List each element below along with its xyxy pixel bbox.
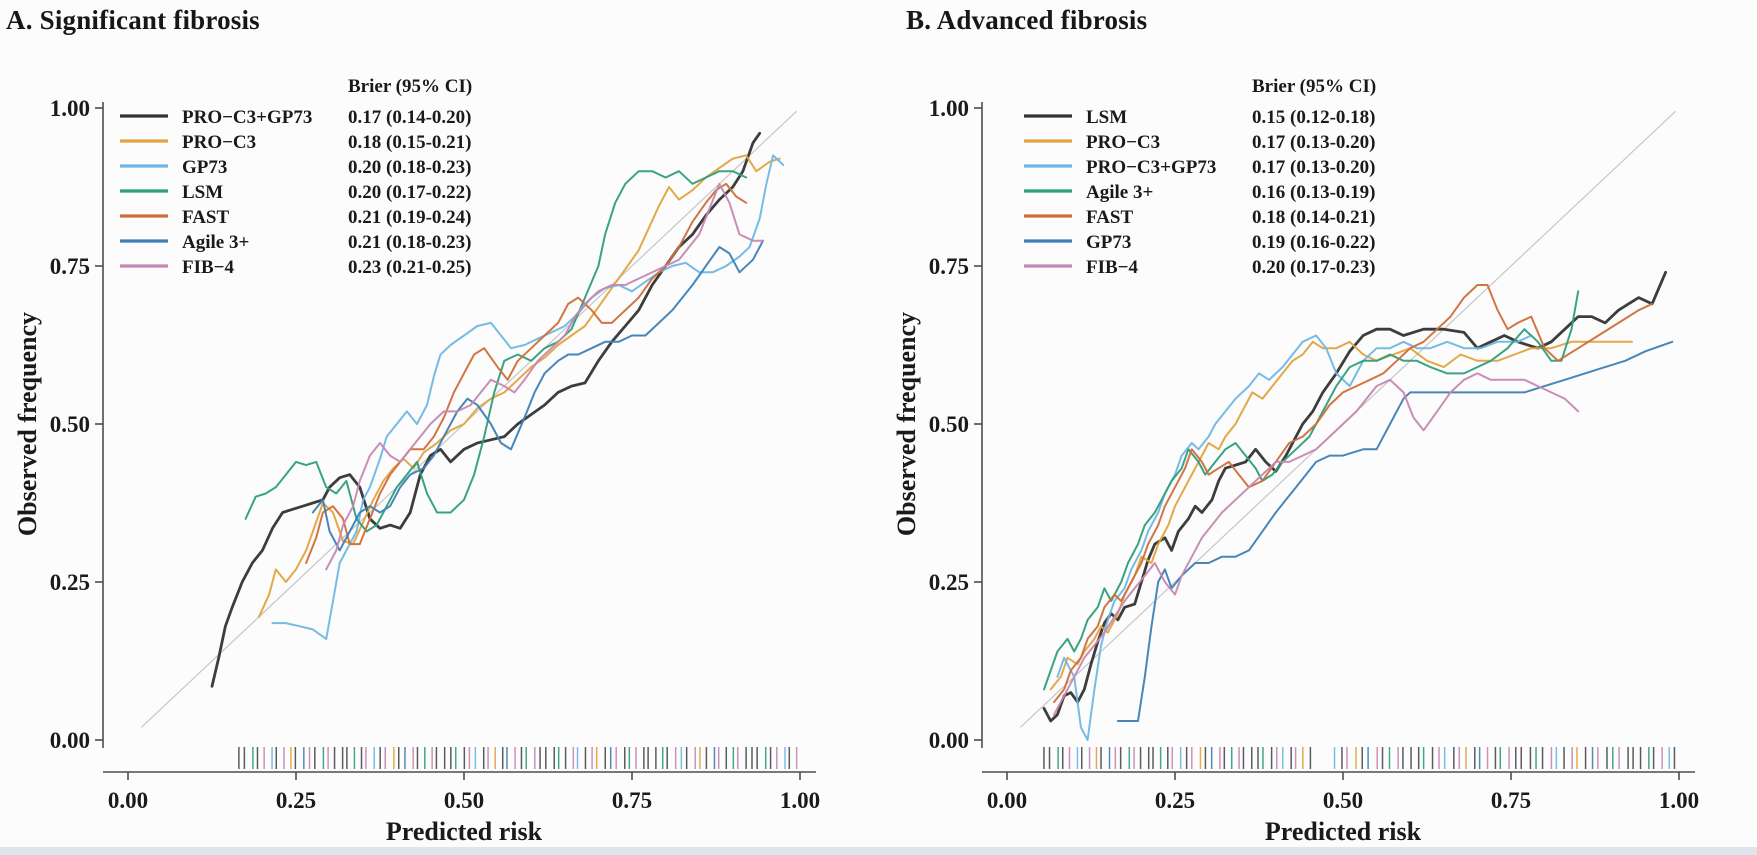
y-tick-label: 0.75 bbox=[50, 254, 90, 279]
x-axis-title: Predicted risk bbox=[1265, 817, 1422, 846]
x-tick-label: 0.25 bbox=[276, 788, 316, 813]
legend-label-pro-c3-gp73: PRO−C3+GP73 bbox=[1086, 157, 1216, 178]
legend-label-pro-c3: PRO−C3 bbox=[182, 132, 256, 153]
legend-label-fib-4: FIB−4 bbox=[182, 257, 234, 278]
legend-header: Brier (95% CI) bbox=[348, 76, 472, 97]
series-line-gp73 bbox=[1116, 340, 1674, 722]
series-line-fib-4 bbox=[1053, 372, 1580, 716]
x-tick-label: 0.75 bbox=[612, 788, 652, 813]
series-line-lsm bbox=[1042, 270, 1667, 723]
x-tick-label: 0.50 bbox=[444, 788, 484, 813]
x-tick-label: 1.00 bbox=[780, 788, 820, 813]
legend-brier-pro-c3: 0.17 (0.13-0.20) bbox=[1252, 132, 1375, 153]
x-tick-label: 0.75 bbox=[1491, 788, 1531, 813]
x-tick-label: 0.00 bbox=[987, 788, 1027, 813]
x-tick-label: 0.50 bbox=[1323, 788, 1363, 813]
legend-brier-lsm: 0.15 (0.12-0.18) bbox=[1252, 107, 1375, 128]
series-line-lsm bbox=[244, 170, 748, 533]
legend-brier-fast: 0.21 (0.19-0.24) bbox=[348, 207, 471, 228]
series-line-gp73 bbox=[271, 154, 785, 640]
calibration-plot-advanced-fibrosis: 0.00 0.25 0.50 0.75 1.00 0.00 0.25 0.50 0.75 1.00… bbox=[892, 76, 1699, 846]
legend-label-gp73: GP73 bbox=[1086, 232, 1131, 253]
y-axis-title: Observed frequency bbox=[892, 312, 921, 536]
legend-brier-pro-c3-gp73: 0.17 (0.14-0.20) bbox=[348, 107, 471, 128]
legend-label-pro-c3-gp73: PRO−C3+GP73 bbox=[182, 107, 312, 128]
y-tick-label: 1.00 bbox=[929, 96, 969, 121]
x-tick-label: 1.00 bbox=[1659, 788, 1699, 813]
legend-brier-lsm: 0.20 (0.17-0.22) bbox=[348, 182, 471, 203]
bottom-strip bbox=[0, 847, 1757, 855]
rug-plot bbox=[1043, 747, 1676, 769]
legend-header: Brier (95% CI) bbox=[1252, 76, 1376, 97]
legend-brier-pro-c3-gp73: 0.17 (0.13-0.20) bbox=[1252, 157, 1375, 178]
series-line-agile-3 bbox=[1043, 290, 1580, 691]
legend-label-gp73: GP73 bbox=[182, 157, 227, 178]
y-axis-title: Observed frequency bbox=[13, 312, 42, 536]
legend-brier-fib-4: 0.23 (0.21-0.25) bbox=[348, 257, 471, 278]
legend-brier-fast: 0.18 (0.14-0.21) bbox=[1252, 207, 1375, 228]
legend-brier-agile-3: 0.21 (0.18-0.23) bbox=[348, 232, 471, 253]
series-line-fast bbox=[1053, 284, 1654, 704]
legend-label-pro-c3: PRO−C3 bbox=[1086, 132, 1160, 153]
legend-label-fast: FAST bbox=[1086, 207, 1133, 228]
y-tick-label: 0.75 bbox=[929, 254, 969, 279]
legend-label-fast: FAST bbox=[182, 207, 229, 228]
series-line-pro-c3-gp73 bbox=[210, 131, 762, 688]
y-tick-label: 0.50 bbox=[50, 412, 90, 437]
y-tick-label: 0.00 bbox=[929, 728, 969, 753]
y-tick-label: 0.25 bbox=[50, 570, 90, 595]
y-tick-label: 0.25 bbox=[929, 570, 969, 595]
y-tick-label: 1.00 bbox=[50, 96, 90, 121]
panel-a-title: A. Significant fibrosis bbox=[6, 5, 260, 35]
rug-plot bbox=[238, 747, 798, 769]
legend-label-lsm: LSM bbox=[182, 182, 223, 203]
legend-brier-agile-3: 0.16 (0.13-0.19) bbox=[1252, 182, 1375, 203]
series-line-pro-c3-gp73 bbox=[1056, 334, 1533, 741]
series-line-pro-c3 bbox=[258, 154, 781, 618]
x-axis-title: Predicted risk bbox=[386, 817, 543, 846]
legend-label-fib-4: FIB−4 bbox=[1086, 257, 1138, 278]
y-tick-label: 0.00 bbox=[50, 728, 90, 753]
legend-brier-pro-c3: 0.18 (0.15-0.21) bbox=[348, 132, 471, 153]
y-tick-label: 0.50 bbox=[929, 412, 969, 437]
legend-brier-fib-4: 0.20 (0.17-0.23) bbox=[1252, 257, 1375, 278]
panel-b-title: B. Advanced fibrosis bbox=[906, 5, 1148, 35]
panel-significant-fibrosis: A. Significant fibrosis 0.00 0.25 0.50 0.75… bbox=[0, 0, 878, 847]
series-line-agile-3 bbox=[311, 239, 764, 552]
legend-label-agile-3: Agile 3+ bbox=[1086, 182, 1153, 203]
panel-advanced-fibrosis: B. Advanced fibrosis 0.00 0.25 0.50 0.75 1.0… bbox=[879, 0, 1757, 847]
legend: Brier (95% CI) PRO−C3+GP73 0.17 (0.14-0.20… bbox=[120, 76, 472, 278]
x-tick-label: 0.25 bbox=[1155, 788, 1195, 813]
legend: Brier (95% CI) LSM 0.15 (0.12-0.18) PRO−C3 0… bbox=[1024, 76, 1376, 278]
x-tick-label: 0.00 bbox=[108, 788, 148, 813]
legend-label-agile-3: Agile 3+ bbox=[182, 232, 249, 253]
legend-brier-gp73: 0.19 (0.16-0.22) bbox=[1252, 232, 1375, 253]
series-line-fib-4 bbox=[325, 182, 764, 571]
legend-brier-gp73: 0.20 (0.18-0.23) bbox=[348, 157, 471, 178]
calibration-plot-significant-fibrosis: 0.00 0.25 0.50 0.75 1.00 0.00 0.25 0.50 0.75 1.00… bbox=[13, 76, 820, 846]
legend-label-lsm: LSM bbox=[1086, 107, 1127, 128]
series-line-fast bbox=[305, 182, 748, 564]
